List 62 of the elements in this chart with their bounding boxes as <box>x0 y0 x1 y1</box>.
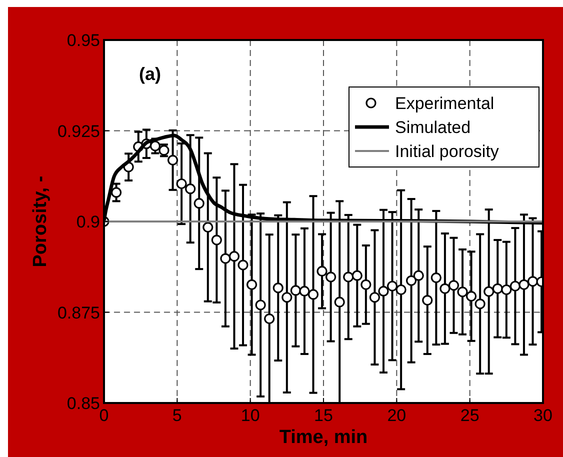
point <box>422 294 433 306</box>
point <box>360 279 372 290</box>
point <box>238 260 248 270</box>
point <box>326 272 336 282</box>
point <box>220 253 231 264</box>
legend-label: Initial porosity <box>395 142 500 161</box>
point <box>378 286 389 296</box>
x-tick-label: 20 <box>387 406 406 425</box>
point <box>299 286 310 296</box>
point <box>255 300 266 310</box>
point <box>369 292 380 303</box>
point <box>316 266 328 277</box>
point <box>484 286 494 297</box>
point <box>430 272 442 284</box>
point <box>334 296 345 308</box>
point <box>228 251 240 262</box>
x-tick-label: 25 <box>460 406 480 425</box>
point <box>352 270 362 281</box>
point <box>386 280 398 292</box>
x-tick-label: 15 <box>314 406 333 425</box>
point <box>176 178 187 190</box>
point <box>264 313 275 324</box>
point <box>457 286 468 298</box>
annotation: (a) <box>139 64 162 84</box>
point <box>185 184 196 194</box>
point <box>518 279 530 290</box>
point <box>396 284 406 296</box>
point <box>474 298 486 310</box>
x-tick-label: 5 <box>172 406 182 425</box>
point <box>501 284 512 296</box>
point <box>510 280 520 292</box>
point <box>194 198 204 209</box>
point <box>448 280 460 291</box>
point <box>202 222 214 233</box>
point <box>150 140 161 152</box>
point <box>167 154 178 166</box>
x-tick-label: 0 <box>99 406 109 425</box>
point <box>466 290 477 302</box>
y-tick-label: 0.95 <box>66 31 100 50</box>
point <box>492 283 503 294</box>
point <box>308 289 319 300</box>
point <box>110 187 122 198</box>
point <box>406 275 417 286</box>
point <box>413 270 424 281</box>
x-tick-label: 10 <box>240 406 260 425</box>
point <box>246 279 258 290</box>
point <box>290 285 301 296</box>
point <box>211 234 222 246</box>
x-tick-label: 30 <box>534 406 552 425</box>
legend-label: Simulated <box>395 118 471 137</box>
y-tick-label: 0.925 <box>57 122 100 141</box>
point <box>343 272 354 282</box>
x-axis-title: Time, min <box>279 427 368 448</box>
point <box>527 276 538 287</box>
y-tick-label: 0.85 <box>66 394 100 413</box>
legend-label: Experimental <box>395 94 494 113</box>
y-tick-label: 0.875 <box>57 303 100 322</box>
point <box>272 282 284 294</box>
y-tick-label: 0.9 <box>76 212 100 232</box>
point <box>282 292 292 303</box>
y-axis-title: Porosity, - <box>30 176 51 268</box>
point <box>440 283 450 294</box>
